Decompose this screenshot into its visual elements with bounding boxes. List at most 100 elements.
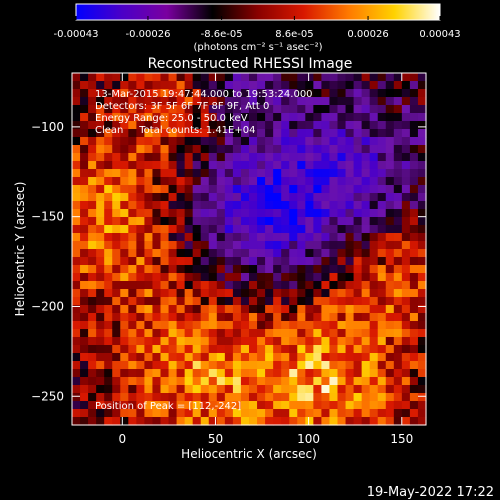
heatmap-cell [176,137,186,146]
heatmap-cell [144,305,154,314]
heatmap-cell [192,113,202,122]
heatmap-cell [345,289,355,298]
heatmap-cell [273,385,282,394]
heatmap-cell [144,185,154,194]
heatmap-cell [152,417,162,426]
heatmap-cell [112,185,121,194]
heatmap-cell [208,265,218,274]
heatmap-cell [96,89,105,98]
heatmap-cell [385,137,395,146]
heatmap-cell [281,225,290,234]
heatmap-cell [120,409,129,418]
heatmap-cell [128,225,137,234]
heatmap-cell [409,113,419,122]
heatmap-cell [257,225,266,234]
heatmap-cell [168,89,178,98]
heatmap-cell [249,337,258,346]
heatmap-cell [176,145,186,154]
heatmap-cell [200,409,210,418]
heatmap-cell [192,193,202,202]
heatmap-cell [249,289,258,298]
heatmap-cell [128,89,137,98]
heatmap-cell [176,313,186,322]
heatmap-cell [401,129,411,138]
heatmap-cell [240,241,250,250]
heatmap-cell [289,81,298,90]
heatmap-cell [224,377,234,386]
heatmap-cell [265,385,274,394]
heatmap-cell [417,377,427,386]
heatmap-cell [345,137,355,146]
heatmap-cell [224,353,234,362]
heatmap-cell [385,169,395,178]
heatmap-cell [409,137,419,146]
heatmap-cell [240,185,250,194]
heatmap-cell [216,105,226,114]
heatmap-cell [176,241,186,250]
heatmap-cell [216,281,226,290]
heatmap-cell [313,337,323,346]
heatmap-cell [152,161,162,170]
heatmap-cell [377,153,387,162]
heatmap-cell [329,105,339,114]
heatmap-cell [128,321,137,330]
heatmap-cell [265,345,274,354]
heatmap-cell [136,361,146,370]
heatmap-cell [337,377,347,386]
heatmap-cell [192,401,202,410]
heatmap-cell [136,273,146,282]
heatmap-cell [152,353,162,362]
heatmap-cell [168,129,178,138]
heatmap-cell [313,81,323,90]
heatmap-cell [160,369,170,378]
heatmap-cell [393,305,403,314]
heatmap-cell [417,281,427,290]
heatmap-cell [377,225,387,234]
heatmap-cell [216,289,226,298]
heatmap-cell [192,305,202,314]
heatmap-cell [337,209,347,218]
heatmap-cell [240,169,250,178]
heatmap-cell [345,273,355,282]
heatmap-cell [208,73,218,82]
heatmap-cell [72,113,81,122]
heatmap-cell [208,169,218,178]
heatmap-cell [192,217,202,226]
heatmap-cell [265,225,274,234]
heatmap-cell [208,185,218,194]
heatmap-cell [96,377,105,386]
heatmap-cell [353,401,363,410]
heatmap-cell [128,241,137,250]
heatmap-cell [289,353,298,362]
heatmap-cell [313,417,323,426]
heatmap-cell [305,137,314,146]
heatmap-cell [152,241,162,250]
heatmap-cell [281,169,290,178]
heatmap-cell [385,225,395,234]
heatmap-cell [281,313,290,322]
heatmap-cell [128,337,137,346]
heatmap-cell [345,73,355,82]
heatmap-cell [257,377,266,386]
heatmap-cell [240,297,250,306]
heatmap-cell [273,273,282,282]
heatmap-cell [353,193,363,202]
heatmap-cell [120,201,129,210]
heatmap-cell [353,241,363,250]
heatmap-cell [88,409,97,418]
heatmap-cell [80,329,89,338]
heatmap-cell [329,241,339,250]
heatmap-cell [257,393,266,402]
heatmap-cell [409,169,419,178]
heatmap-cell [88,177,97,186]
heatmap-cell [345,313,355,322]
heatmap-cell [104,225,113,234]
heatmap-cell [401,281,411,290]
heatmap-cell [144,417,154,426]
heatmap-cell [393,113,403,122]
heatmap-cell [369,417,379,426]
heatmap-cell [128,329,137,338]
heatmap-cell [313,113,323,122]
heatmap-cell [240,393,250,402]
heatmap-cell [337,265,347,274]
